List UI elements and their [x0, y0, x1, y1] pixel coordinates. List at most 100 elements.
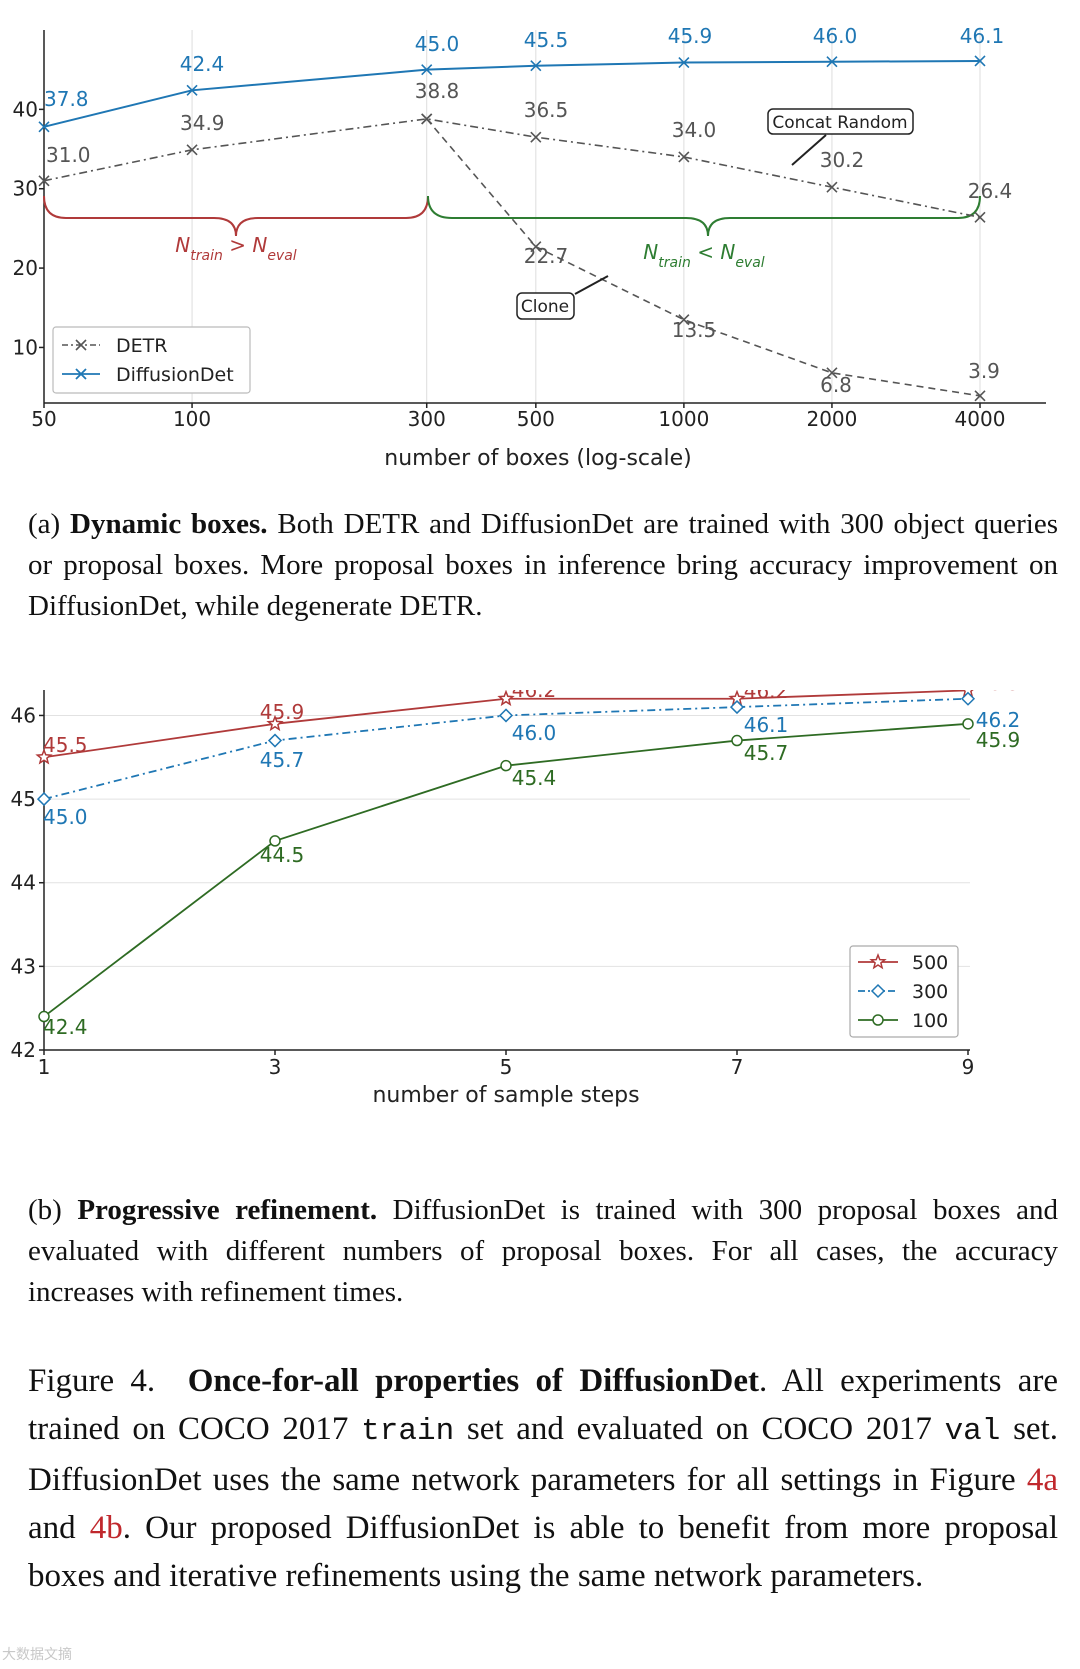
detr-concat-label: 31.0 — [46, 143, 91, 167]
circle-marker — [38, 1010, 50, 1023]
label-500: 45.9 — [260, 700, 305, 724]
detr-concat-label: 26.4 — [968, 179, 1013, 203]
label-100: 44.5 — [260, 843, 305, 867]
label-300: 45.0 — [43, 805, 88, 829]
caption-b: (b) Progressive refinement. DiffusionDet… — [28, 1194, 1058, 1308]
y-gridlines — [44, 714, 970, 967]
figure-ref-4b[interactable]: 4b — [89, 1510, 123, 1546]
label-300: 46.0 — [512, 721, 557, 745]
x-marker — [974, 55, 986, 67]
x-gridlines — [191, 30, 981, 403]
label-300: 46.1 — [744, 713, 789, 737]
label-500: 46.2 — [512, 690, 557, 702]
x-marker — [974, 211, 986, 223]
series-lines — [35, 690, 976, 1023]
circle-marker — [962, 718, 974, 730]
y-tick-label: 10 — [13, 335, 38, 359]
x-marker — [38, 121, 50, 133]
x-marker — [421, 64, 433, 76]
annotation-concat-random: Concat Random — [767, 108, 914, 166]
y-tick-label: 46 — [11, 703, 36, 727]
x-marker — [530, 241, 542, 253]
detr-concat-label: 38.8 — [415, 79, 460, 103]
data-labels: 45.545.946.246.246.345.045.746.046.146.2… — [43, 690, 1020, 1039]
diffusiondet-label: 37.8 — [44, 87, 89, 111]
series-line — [426, 118, 981, 397]
x-tick-label: 9 — [962, 1055, 975, 1079]
x-axis-title: number of boxes (log-scale) — [384, 446, 691, 471]
legend-entry-500: 500 — [858, 952, 948, 974]
brace-right-label: Ntrain < Neval — [643, 240, 764, 271]
x-marker — [38, 175, 50, 187]
x-tick-label: 1 — [38, 1055, 51, 1079]
diamond-marker — [36, 792, 52, 807]
svg-text:100: 100 — [912, 1010, 948, 1032]
diamond-marker — [960, 691, 976, 706]
x-marker — [186, 84, 198, 96]
label-100: 45.9 — [976, 728, 1021, 752]
legend-entry-detr: DETR — [62, 335, 167, 357]
diamond-marker — [267, 733, 283, 748]
x-marker — [974, 390, 986, 402]
x-marker — [826, 181, 838, 193]
y-tick-label: 43 — [11, 954, 36, 978]
x-tick-label: 7 — [731, 1055, 744, 1079]
x-tick-label: 1000 — [658, 407, 709, 431]
star-marker — [35, 748, 53, 765]
label-300: 45.7 — [260, 748, 305, 772]
series-lines — [38, 55, 986, 402]
diamond-marker — [729, 700, 745, 715]
circle-marker — [731, 734, 743, 747]
axes — [43, 690, 970, 1051]
x-tick-label: 2000 — [806, 407, 857, 431]
watermark: 大数据文摘 — [2, 1647, 72, 1663]
diffusiondet-label: 46.0 — [813, 24, 858, 48]
brace-right — [427, 195, 981, 237]
y-tick-labels: 10 20 30 40 — [13, 97, 44, 359]
y-tick-label: 30 — [13, 177, 38, 201]
label-500: 46.2 — [744, 690, 789, 703]
x-marker — [826, 56, 838, 68]
series-100 — [38, 718, 974, 1023]
series-diffusiondet — [38, 55, 986, 133]
diffusiondet-label: 45.0 — [415, 32, 460, 56]
series-detr-clone — [421, 113, 986, 402]
x-tick-label: 500 — [517, 407, 555, 431]
legend: 500 300 100 — [849, 945, 959, 1038]
svg-text:500: 500 — [912, 952, 948, 974]
svg-text:Clone: Clone — [521, 297, 569, 317]
star-marker — [497, 690, 515, 707]
star-marker — [266, 714, 284, 732]
x-marker — [678, 56, 690, 69]
annotation-clone: Clone — [516, 275, 609, 320]
x-tick-labels: 50 100 300 500 1000 2000 4000 — [31, 403, 1005, 431]
detr-concat-label: 30.2 — [820, 148, 865, 172]
series-500 — [35, 690, 974, 765]
diamond-marker — [498, 708, 514, 723]
circle-marker — [269, 835, 281, 847]
caption-a: (a) Dynamic boxes. Both DETR and Diffusi… — [28, 508, 1058, 622]
y-tick-label: 42 — [11, 1038, 36, 1062]
x-marker — [678, 151, 690, 163]
label-300: 46.2 — [976, 708, 1021, 732]
diffusiondet-label: 45.9 — [668, 24, 713, 48]
y-tick-label: 20 — [13, 256, 38, 280]
y-tick-label: 44 — [11, 871, 36, 895]
x-marker — [530, 60, 542, 72]
legend-entry-diffusiondet: DiffusionDet — [62, 364, 234, 386]
label-500: 45.5 — [43, 733, 88, 757]
detr-concat-label: 34.9 — [180, 111, 225, 135]
x-tick-label: 50 — [31, 407, 56, 431]
label-500: 46.3 — [976, 690, 1021, 695]
diffusiondet-label: 42.4 — [180, 52, 225, 76]
x-tick-label: 3 — [269, 1055, 282, 1079]
x-tick-label: 4000 — [955, 407, 1006, 431]
figure-ref-4a[interactable]: 4a — [1026, 1462, 1058, 1498]
detr-clone-label: 22.7 — [524, 244, 569, 268]
x-tick-label: 5 — [500, 1055, 513, 1079]
y-tick-label: 45 — [11, 787, 36, 811]
chart-dynamic-boxes: 10 20 30 40 50 100 300 500 1000 2000 4000 number … — [13, 24, 1046, 471]
diffusiondet-label: 45.5 — [524, 28, 569, 52]
x-tick-labels: 1 3 5 7 9 — [38, 1050, 975, 1079]
x-marker — [678, 314, 690, 326]
